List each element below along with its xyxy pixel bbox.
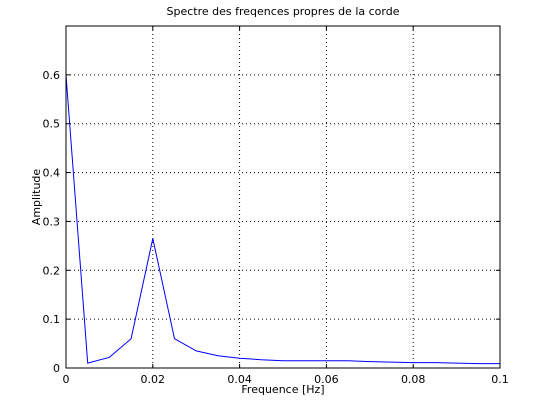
x-tick-label: 0.08	[401, 373, 426, 386]
y-tick-label: 0.1	[43, 313, 61, 326]
y-axis-label: Amplitude	[30, 169, 43, 226]
y-tick-label: 0.6	[43, 69, 61, 82]
chart-title: Spectre des freqences propres de la cord…	[167, 5, 400, 18]
y-tick-labels: 0 0.1 0.2 0.3 0.4 0.5 0.6	[43, 69, 61, 375]
x-tick-label: 0.02	[141, 373, 166, 386]
x-axis-label: Frequence [Hz]	[241, 383, 324, 396]
x-tick-label: 0.1	[491, 373, 509, 386]
x-tick-label: 0	[63, 373, 70, 386]
y-tick-label: 0.2	[43, 264, 61, 277]
y-tick-label: 0	[53, 362, 60, 375]
y-tick-label: 0.5	[43, 118, 61, 131]
plot-area	[66, 26, 500, 368]
y-tick-label: 0.4	[43, 167, 61, 180]
y-tick-label: 0.3	[43, 215, 61, 228]
